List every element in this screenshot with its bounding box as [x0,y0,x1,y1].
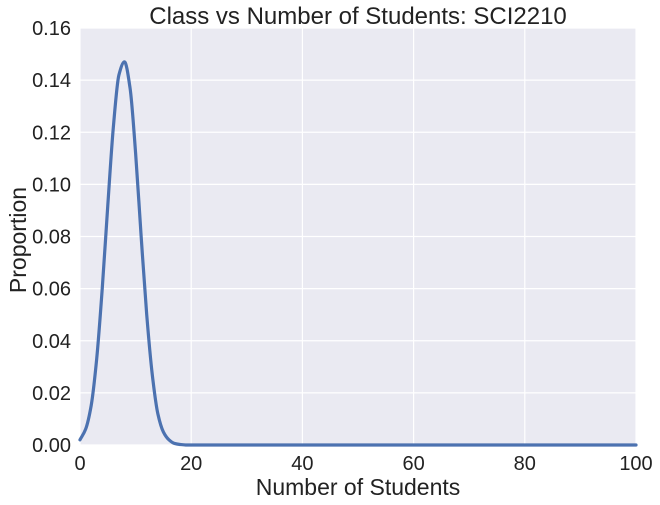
chart-title: Class vs Number of Students: SCI2210 [149,3,567,30]
y-tick-label: 0.02 [32,383,71,405]
x-tick-label: 100 [619,453,652,475]
x-tick-label: 40 [291,453,313,475]
y-tick-label: 0.08 [32,227,71,249]
y-tick-label: 0.12 [32,122,71,144]
y-tick-label: 0.10 [32,174,71,196]
series-line [78,60,638,447]
x-tick-label: 80 [514,453,536,475]
y-tick-label: 0.16 [32,18,71,40]
x-axis-label: Number of Students [256,474,461,500]
y-tick-label: 0.00 [32,435,71,457]
x-tick-label: 0 [74,453,85,475]
y-tick-label: 0.06 [32,279,71,301]
grid [79,27,637,446]
y-axis-label: Proportion [5,187,31,293]
x-axis-ticks: 0 20 40 60 80 100 [74,453,652,475]
x-tick-label: 60 [402,453,424,475]
x-tick-label: 20 [180,453,202,475]
y-tick-label: 0.04 [32,331,71,353]
y-tick-label: 0.14 [32,70,71,92]
series-layer [78,60,638,447]
y-axis-ticks: 0.00 0.02 0.04 0.06 0.08 0.10 0.12 0.14 0.16 [32,18,71,457]
